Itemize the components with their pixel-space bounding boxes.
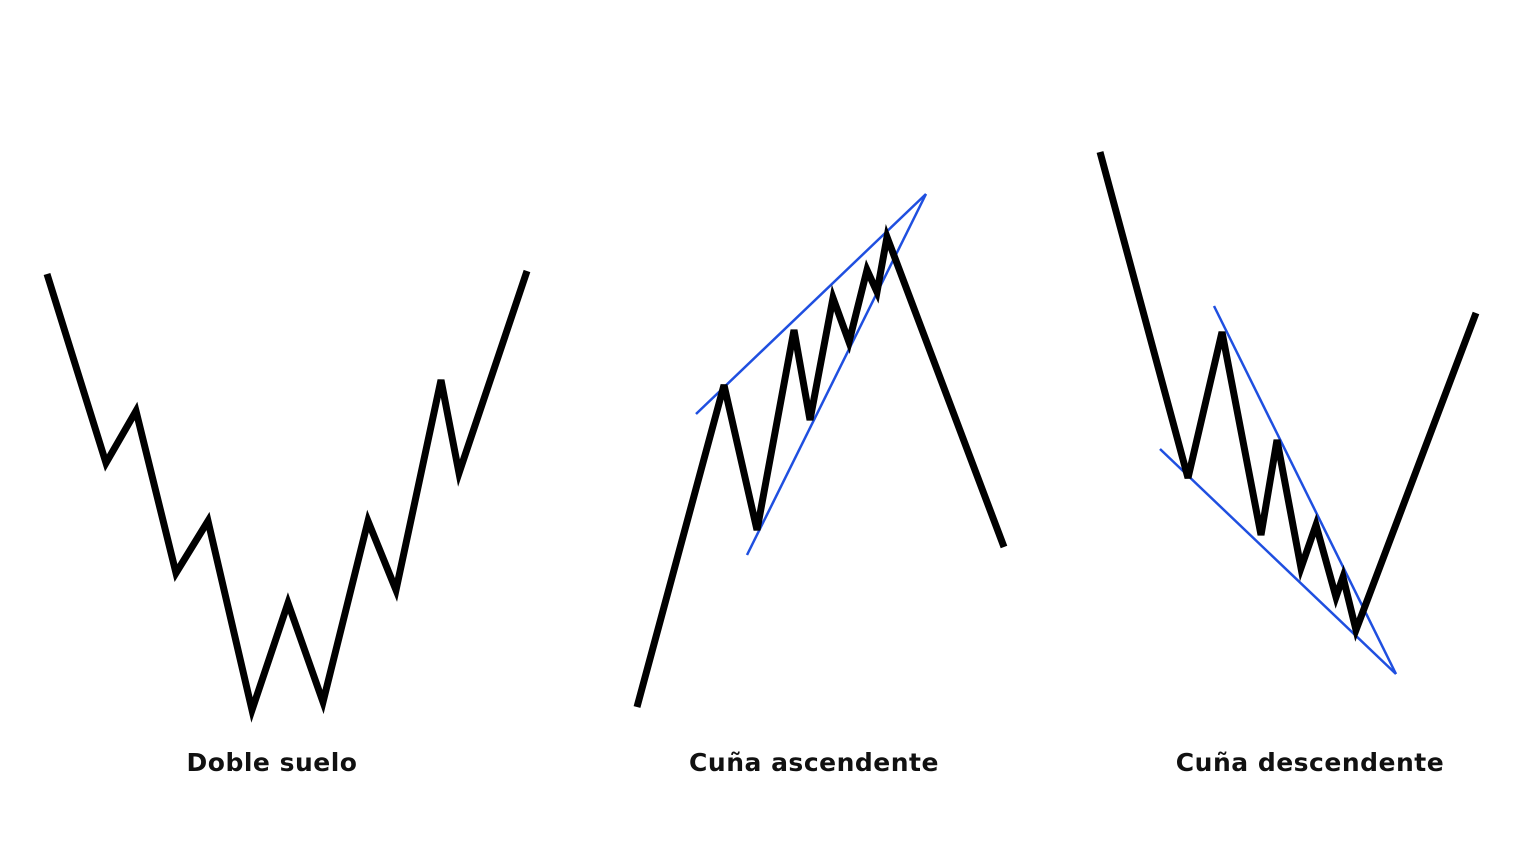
falling-wedge-upper-trendline [1212,305,1398,675]
falling-wedge-label: Cuña descendente [1175,748,1445,777]
falling-wedge-pattern [1096,151,1480,675]
rising-wedge-price-line [633,223,1008,708]
double-bottom-label: Doble suelo [186,748,358,777]
rising-wedge-upper-trendline [695,193,927,415]
rising-wedge-pattern [633,193,1008,708]
rising-wedge-lower-trendline [745,193,928,556]
falling-wedge-lower-trendline [1159,448,1397,675]
double-bottom-pattern [43,269,531,723]
falling-wedge-price-line [1096,151,1480,642]
rising-wedge-label: Cuña ascendente [689,748,939,777]
double-bottom-price-line [43,269,531,723]
